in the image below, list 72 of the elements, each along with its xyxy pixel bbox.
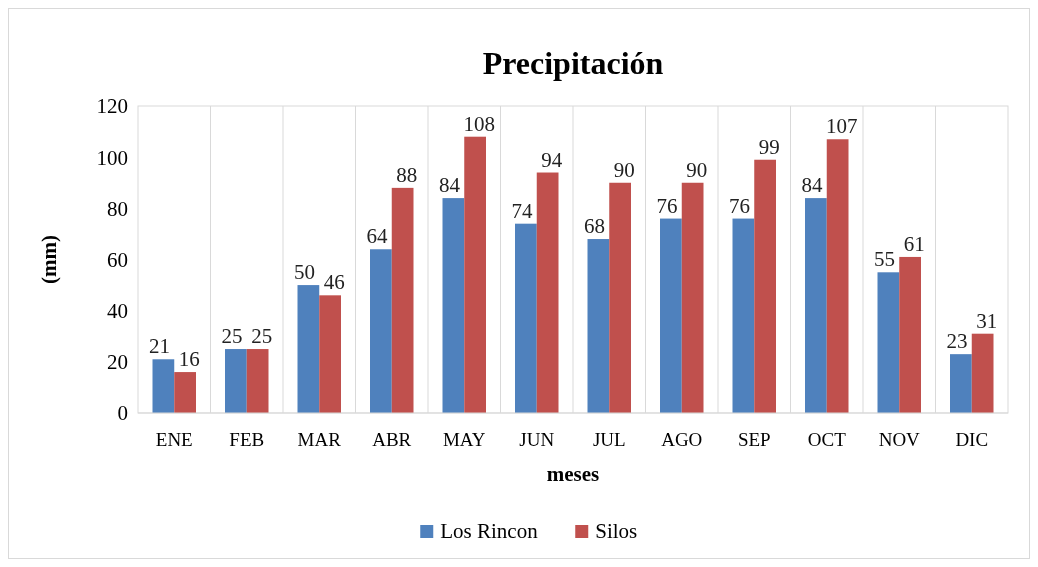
x-tick-label: NOV <box>878 429 921 450</box>
bar <box>515 223 537 413</box>
legend-label: Los Rincon <box>440 519 539 544</box>
bar <box>587 239 610 413</box>
x-tick-label: JUL <box>592 429 626 450</box>
x-tick-label: AGO <box>661 429 703 450</box>
x-tick-label: ABR <box>372 429 412 450</box>
bar <box>391 187 414 413</box>
data-label: 88 <box>396 162 418 187</box>
data-label: 25 <box>251 324 273 349</box>
bar <box>225 349 247 413</box>
bar <box>297 285 320 413</box>
x-tick-label: OCT <box>807 429 847 450</box>
x-tick-label: DIC <box>955 429 989 450</box>
bar <box>754 159 776 413</box>
x-tick-label: ENE <box>155 429 193 450</box>
y-tick-label: 100 <box>96 145 128 170</box>
chart-title: Precipitación <box>482 45 664 81</box>
data-label: 25 <box>221 324 243 349</box>
bar <box>660 218 682 413</box>
data-label: 74 <box>511 198 533 223</box>
bar <box>246 349 269 413</box>
data-label: 46 <box>323 270 345 295</box>
data-label: 76 <box>728 193 750 218</box>
data-label: 21 <box>148 334 170 359</box>
bar <box>370 249 392 413</box>
x-axis-title: meses <box>546 462 600 486</box>
y-tick-label: 60 <box>107 247 128 272</box>
data-label: 50 <box>293 260 315 285</box>
data-label: 68 <box>583 214 605 239</box>
bar <box>899 256 921 413</box>
data-label: 90 <box>613 157 635 182</box>
bar <box>877 272 900 413</box>
data-label: 23 <box>946 329 968 354</box>
data-label: 84 <box>438 173 461 198</box>
data-label: 90 <box>686 157 708 182</box>
bar <box>536 172 559 413</box>
y-tick-label: 80 <box>107 196 128 221</box>
bar <box>609 182 631 413</box>
x-tick-label: MAY <box>442 429 486 450</box>
bar <box>681 182 704 413</box>
bar <box>319 295 341 413</box>
data-label: 84 <box>801 173 823 198</box>
x-tick-label: MAR <box>297 429 342 450</box>
data-label: 31 <box>976 308 998 333</box>
y-tick-label: 0 <box>117 401 128 426</box>
x-tick-label: FEB <box>229 429 265 450</box>
bar <box>442 198 465 413</box>
data-label: 64 <box>366 224 388 249</box>
bar <box>950 354 972 413</box>
bar <box>971 333 994 413</box>
data-label: 94 <box>541 147 563 172</box>
y-tick-label: 40 <box>107 299 128 324</box>
data-label: 16 <box>178 347 200 372</box>
y-tick-label: 120 <box>96 94 128 119</box>
x-tick-label: SEP <box>737 429 771 450</box>
data-label: 76 <box>656 193 678 218</box>
y-tick-label: 20 <box>107 350 128 375</box>
bar <box>174 372 196 413</box>
y-axis-title: (mm) <box>37 235 61 284</box>
data-label: 55 <box>873 247 895 272</box>
data-label: 107 <box>825 114 858 139</box>
x-tick-label: JUN <box>519 429 555 450</box>
data-label: 61 <box>903 231 925 256</box>
bar <box>805 198 827 413</box>
bar <box>732 218 755 413</box>
bar <box>826 139 849 413</box>
legend-label: Silos <box>595 519 638 544</box>
bar <box>464 136 486 413</box>
data-label: 99 <box>758 134 780 159</box>
bar <box>152 359 175 413</box>
data-label: 108 <box>463 111 495 136</box>
